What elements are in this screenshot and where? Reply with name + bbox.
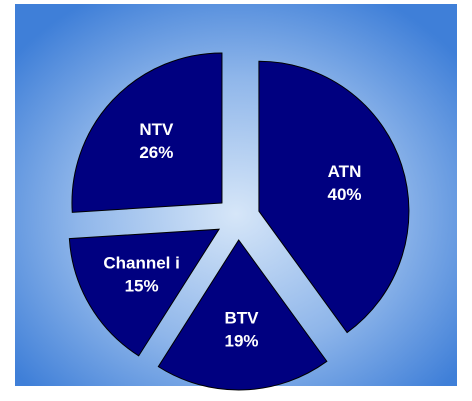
slice-label: NTV	[139, 120, 174, 139]
slice-value: 26%	[139, 143, 173, 162]
pie-slice	[68, 228, 221, 357]
slice-label: Channel i	[103, 253, 180, 272]
slice-value: 40%	[328, 185, 362, 204]
pie-slice	[157, 239, 328, 391]
pie-slice	[258, 60, 410, 334]
slice-label: BTV	[225, 308, 260, 327]
slice-value: 19%	[225, 331, 259, 350]
slice-label: ATN	[328, 162, 362, 181]
pie-slice	[71, 52, 223, 213]
slice-value: 15%	[125, 276, 159, 295]
